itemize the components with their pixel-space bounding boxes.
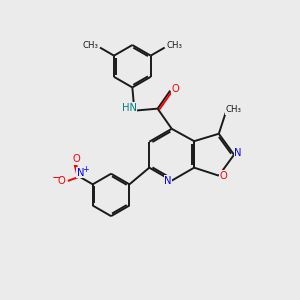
Text: O: O xyxy=(72,154,80,164)
Text: O: O xyxy=(58,176,65,187)
Text: N: N xyxy=(234,148,242,158)
Text: O: O xyxy=(220,171,227,181)
Text: O: O xyxy=(172,84,179,94)
Text: CH₃: CH₃ xyxy=(226,105,242,114)
Text: −: − xyxy=(52,173,62,183)
Text: N: N xyxy=(77,168,84,178)
Text: CH₃: CH₃ xyxy=(82,41,98,50)
Text: +: + xyxy=(82,165,88,174)
Text: HN: HN xyxy=(122,103,136,113)
Text: CH₃: CH₃ xyxy=(166,41,182,50)
Text: N: N xyxy=(164,176,172,186)
